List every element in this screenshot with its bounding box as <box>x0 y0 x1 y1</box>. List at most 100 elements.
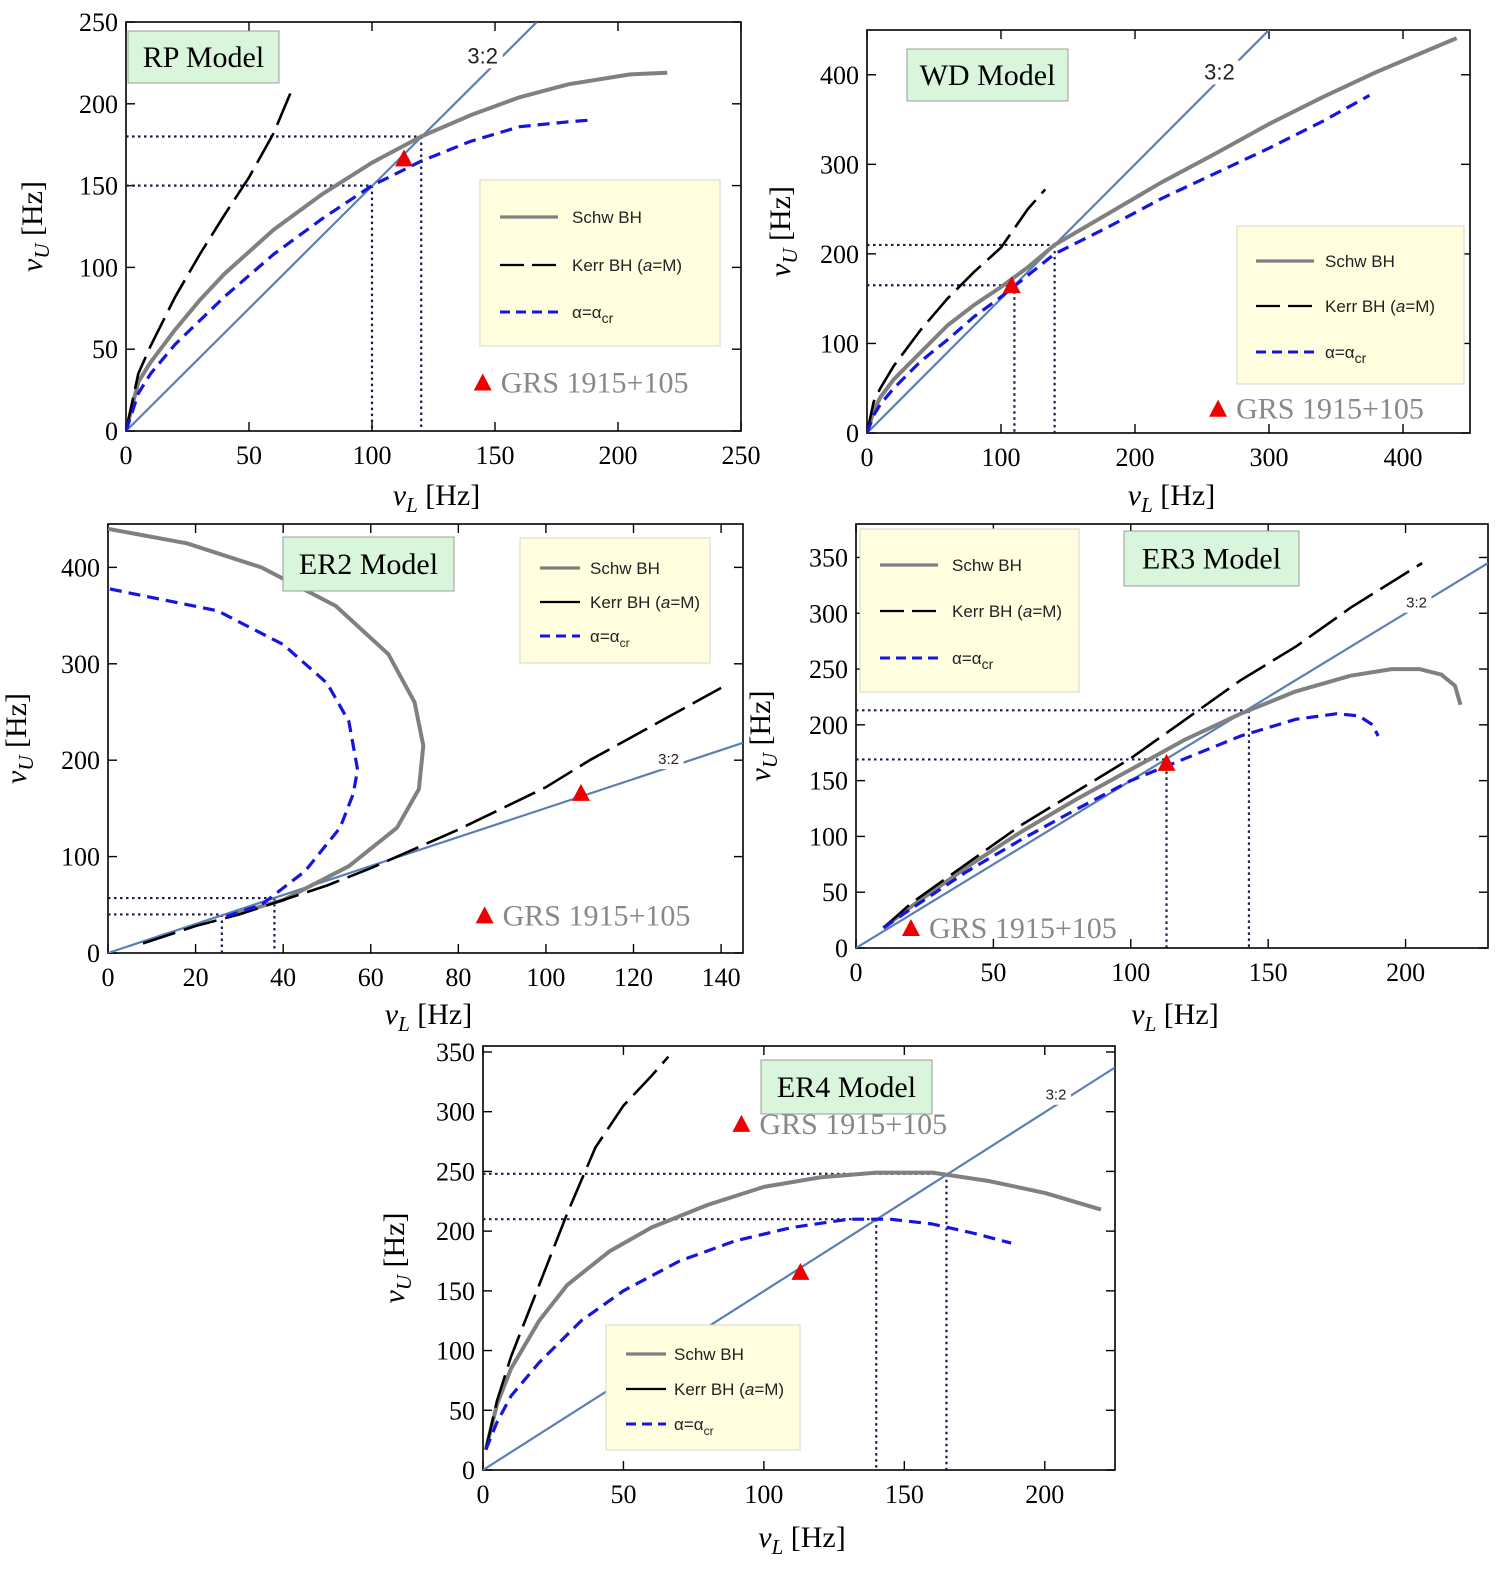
y-tick-label: 100 <box>820 329 859 358</box>
x-tick-label: 60 <box>358 963 384 992</box>
y-axis-label: νU [Hz] <box>744 691 782 782</box>
x-tick-label: 50 <box>610 1480 636 1509</box>
x-tick-label: 40 <box>270 963 296 992</box>
x-tick-label: 300 <box>1250 443 1289 472</box>
source-label: GRS 1915+105 <box>503 899 691 932</box>
legend-box <box>519 537 711 664</box>
ratio-label: 3:2 <box>467 43 498 68</box>
source-legend-triangle <box>732 1114 751 1132</box>
ratio-label: 3:2 <box>1204 59 1235 84</box>
schw-bh-curve <box>483 1170 1102 1451</box>
ratio-label: 3:2 <box>658 751 679 768</box>
x-tick-label: 0 <box>477 1480 490 1509</box>
y-tick-label: 400 <box>820 61 859 90</box>
legend-schw-label: Schw BH <box>674 1345 744 1364</box>
x-tick-label: 150 <box>476 441 515 470</box>
y-tick-label: 150 <box>79 172 118 201</box>
panel-title: RP Model <box>143 41 264 74</box>
source-legend-triangle <box>475 906 494 924</box>
y-axis-label: νU [Hz] <box>764 186 802 277</box>
alpha-cr-curve <box>126 118 589 431</box>
plot-area <box>108 526 743 953</box>
x-tick-label: 120 <box>614 963 653 992</box>
ratio-3-2-line <box>856 562 1488 948</box>
x-tick-label: 20 <box>183 963 209 992</box>
y-tick-label: 50 <box>822 878 848 907</box>
title-box <box>1123 530 1300 587</box>
plot-frame <box>855 523 1489 949</box>
grs-marker-triangle <box>1002 276 1021 294</box>
panel-er4-model: 0 50 100 150 200 0 50 100 150 200 250 300 350 νL [Hz]… <box>378 1038 1116 1559</box>
x-tick-label: 200 <box>1116 443 1155 472</box>
title-box <box>127 30 280 84</box>
alpha-cr-curve <box>867 93 1371 433</box>
x-tick-label: 100 <box>982 443 1021 472</box>
legend-kerr-label: Kerr BH (a=M) <box>572 256 682 275</box>
legend-schw-label: Schw BH <box>1325 252 1395 271</box>
legend-alpha-label: α=αcr <box>674 1415 714 1438</box>
y-tick-label: 0 <box>105 417 118 446</box>
x-tick-label: 100 <box>353 441 392 470</box>
ratio-label-bg <box>1041 1086 1072 1105</box>
y-tick-label: 0 <box>846 419 859 448</box>
panel-title: ER4 Model <box>777 1071 916 1104</box>
x-tick-label: 0 <box>850 958 863 987</box>
ratio-label-bg <box>462 44 503 69</box>
legend-kerr-label: Kerr BH (a=M) <box>590 593 700 612</box>
ratio-3-2-line <box>108 741 743 953</box>
y-tick-label: 200 <box>436 1217 475 1246</box>
y-tick-label: 250 <box>809 655 848 684</box>
plot-area <box>867 30 1458 433</box>
x-tick-label: 250 <box>722 441 761 470</box>
legend-schw-label: Schw BH <box>952 556 1022 575</box>
y-tick-label: 250 <box>436 1157 475 1186</box>
y-tick-label: 350 <box>809 543 848 572</box>
x-tick-label: 150 <box>1249 958 1288 987</box>
schw-bh-curve <box>126 70 668 431</box>
y-tick-label: 150 <box>809 767 848 796</box>
ratio-label-bg <box>1401 594 1432 613</box>
x-tick-label: 140 <box>702 963 741 992</box>
legend-box <box>605 1324 801 1451</box>
y-tick-label: 50 <box>449 1396 475 1425</box>
x-tick-label: 200 <box>599 441 638 470</box>
x-axis-label: νL [Hz] <box>393 479 480 517</box>
y-tick-label: 300 <box>61 650 100 679</box>
x-tick-label: 100 <box>1111 958 1150 987</box>
kerr-bh-curve <box>484 1055 670 1450</box>
x-tick-label: 100 <box>744 1480 783 1509</box>
grs-marker-triangle <box>1157 753 1176 771</box>
legend-schw-label: Schw BH <box>572 208 642 227</box>
source-label: GRS 1915+105 <box>501 367 689 400</box>
source-legend-triangle <box>1209 399 1228 417</box>
y-tick-label: 250 <box>79 8 118 37</box>
x-tick-label: 0 <box>102 963 115 992</box>
schw-bh-curve <box>108 526 426 919</box>
grs-marker-triangle <box>571 783 590 801</box>
panel-wd-model: 0 100 200 300 400 0 100 200 300 400 νL [Hz] νU [Hz]… <box>764 29 1471 517</box>
panel-title: WD Model <box>920 59 1056 92</box>
source-legend-triangle <box>901 919 920 937</box>
x-tick-label: 150 <box>885 1480 924 1509</box>
y-axis-label: νU [Hz] <box>0 693 38 784</box>
x-tick-label: 100 <box>526 963 565 992</box>
legend-alpha-label: α=αcr <box>952 649 994 672</box>
source-label: GRS 1915+105 <box>929 912 1117 945</box>
y-tick-label: 300 <box>809 599 848 628</box>
ratio-3-2-line <box>126 22 538 431</box>
y-axis-label: νU [Hz] <box>16 181 54 272</box>
y-axis-label: νU [Hz] <box>378 1213 416 1304</box>
source-legend-triangle <box>473 373 492 391</box>
y-tick-label: 200 <box>809 711 848 740</box>
plot-frame <box>107 523 744 954</box>
ratio-3-2-line <box>867 30 1270 433</box>
ratio-label: 3:2 <box>1046 1087 1067 1104</box>
schw-bh-curve <box>867 36 1458 433</box>
y-tick-label: 100 <box>61 843 100 872</box>
plot-frame <box>125 21 742 432</box>
grs-marker-triangle <box>394 149 413 167</box>
title-box <box>760 1059 933 1115</box>
ratio-label-bg <box>653 751 684 770</box>
title-box <box>906 48 1069 102</box>
